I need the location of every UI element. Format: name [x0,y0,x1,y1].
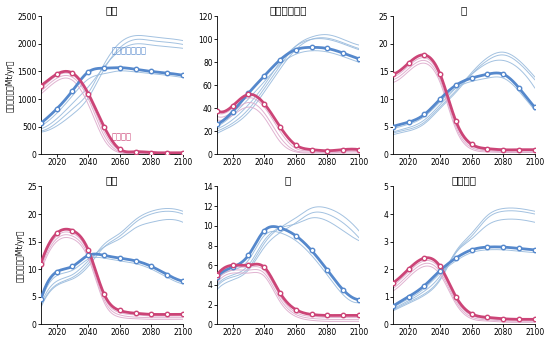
Text: 鉱石利用: 鉱石利用 [112,133,132,142]
Title: ニッケル: ニッケル [452,176,476,186]
Title: 鉛: 鉛 [285,176,291,186]
Y-axis label: 年間生産量（Mt/yr）: 年間生産量（Mt/yr） [6,59,14,111]
Title: アルミニウム: アルミニウム [269,5,306,15]
Title: 亜鉛: 亜鉛 [106,176,118,186]
Title: 銅: 銅 [461,5,467,15]
Text: スクラップ利用: スクラップ利用 [112,47,147,56]
Title: 鉄鋼: 鉄鋼 [106,5,118,15]
Y-axis label: 年間生産量（Mt/yr）: 年間生産量（Mt/yr） [15,229,24,282]
